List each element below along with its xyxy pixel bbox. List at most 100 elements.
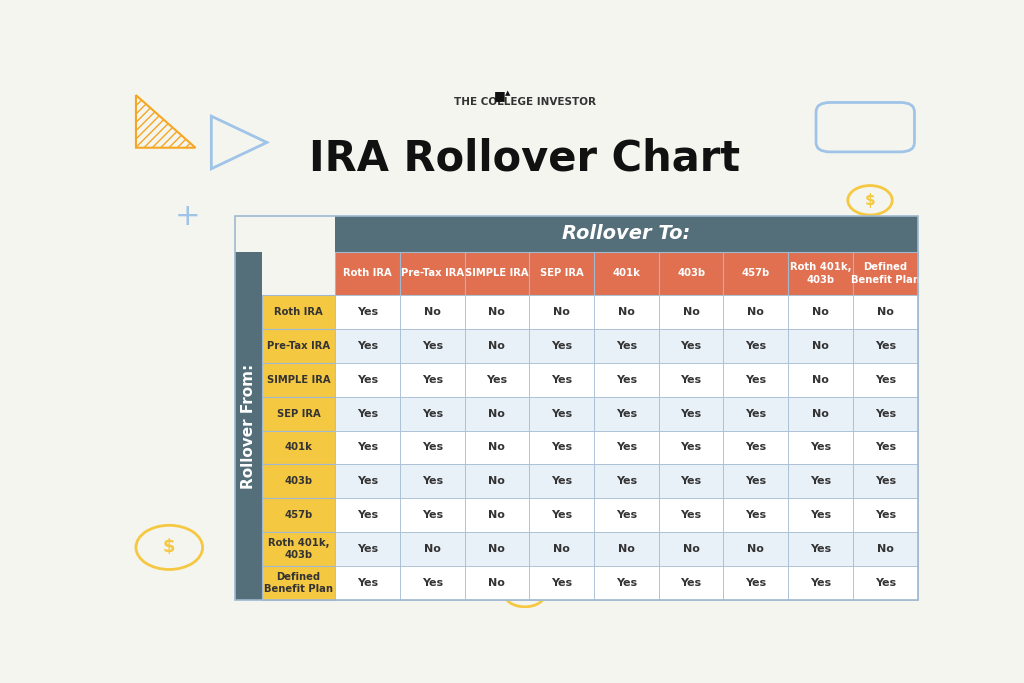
Text: No: No bbox=[812, 307, 829, 317]
Text: No: No bbox=[488, 443, 506, 452]
Bar bbox=[262, 430, 335, 464]
Bar bbox=[529, 295, 594, 329]
Text: No: No bbox=[812, 375, 829, 385]
Text: Yes: Yes bbox=[486, 375, 508, 385]
Bar bbox=[465, 363, 529, 397]
Bar bbox=[788, 295, 853, 329]
Text: No: No bbox=[488, 476, 506, 486]
Bar bbox=[465, 464, 529, 499]
Text: No: No bbox=[812, 341, 829, 351]
Text: Yes: Yes bbox=[874, 476, 896, 486]
Bar bbox=[594, 295, 658, 329]
Bar bbox=[788, 430, 853, 464]
Bar bbox=[788, 329, 853, 363]
Bar bbox=[658, 252, 724, 295]
Bar bbox=[465, 430, 529, 464]
Bar bbox=[594, 430, 658, 464]
Text: Yes: Yes bbox=[745, 341, 766, 351]
Text: Yes: Yes bbox=[810, 578, 831, 588]
Text: Yes: Yes bbox=[681, 578, 701, 588]
Bar bbox=[399, 252, 465, 295]
Text: Yes: Yes bbox=[874, 443, 896, 452]
Text: Yes: Yes bbox=[810, 544, 831, 554]
Text: Yes: Yes bbox=[422, 375, 442, 385]
Text: Yes: Yes bbox=[357, 443, 378, 452]
Bar bbox=[529, 566, 594, 600]
Bar bbox=[594, 499, 658, 532]
Text: Yes: Yes bbox=[357, 408, 378, 419]
Text: Yes: Yes bbox=[551, 408, 572, 419]
Text: Yes: Yes bbox=[422, 578, 442, 588]
Bar bbox=[399, 499, 465, 532]
Bar bbox=[529, 252, 594, 295]
Text: Yes: Yes bbox=[681, 408, 701, 419]
Text: Yes: Yes bbox=[745, 510, 766, 520]
Text: No: No bbox=[488, 544, 506, 554]
Text: Yes: Yes bbox=[357, 307, 378, 317]
Bar bbox=[262, 499, 335, 532]
Bar bbox=[594, 532, 658, 566]
Text: Yes: Yes bbox=[357, 544, 378, 554]
Text: Roth 401k,
403b: Roth 401k, 403b bbox=[268, 538, 330, 560]
Text: No: No bbox=[553, 544, 570, 554]
Text: Roth 401k,
403b: Roth 401k, 403b bbox=[790, 262, 851, 285]
Bar bbox=[724, 363, 788, 397]
Text: No: No bbox=[683, 307, 699, 317]
Text: Yes: Yes bbox=[745, 443, 766, 452]
Bar bbox=[788, 566, 853, 600]
Bar bbox=[335, 363, 399, 397]
Bar bbox=[724, 252, 788, 295]
Text: Yes: Yes bbox=[551, 510, 572, 520]
Text: Yes: Yes bbox=[357, 476, 378, 486]
Text: Yes: Yes bbox=[681, 341, 701, 351]
Bar bbox=[658, 499, 724, 532]
Bar bbox=[788, 397, 853, 430]
Bar bbox=[335, 532, 399, 566]
Text: Yes: Yes bbox=[422, 443, 442, 452]
Text: No: No bbox=[617, 544, 635, 554]
Bar bbox=[594, 363, 658, 397]
Bar bbox=[529, 464, 594, 499]
Bar bbox=[724, 430, 788, 464]
Text: Yes: Yes bbox=[615, 510, 637, 520]
Text: No: No bbox=[748, 307, 764, 317]
Text: No: No bbox=[683, 544, 699, 554]
Text: 403b: 403b bbox=[285, 476, 312, 486]
Bar bbox=[529, 499, 594, 532]
Bar bbox=[853, 464, 918, 499]
Bar bbox=[262, 464, 335, 499]
Bar bbox=[399, 363, 465, 397]
Bar bbox=[853, 397, 918, 430]
Bar bbox=[658, 464, 724, 499]
Text: Yes: Yes bbox=[810, 443, 831, 452]
Text: Yes: Yes bbox=[422, 341, 442, 351]
Text: No: No bbox=[617, 307, 635, 317]
Bar bbox=[853, 252, 918, 295]
Bar bbox=[465, 329, 529, 363]
Text: SEP IRA: SEP IRA bbox=[540, 268, 584, 279]
Text: Yes: Yes bbox=[551, 375, 572, 385]
Text: No: No bbox=[488, 510, 506, 520]
Text: Yes: Yes bbox=[615, 408, 637, 419]
Text: Roth IRA: Roth IRA bbox=[274, 307, 323, 317]
Text: ▲: ▲ bbox=[505, 91, 510, 96]
Bar bbox=[724, 532, 788, 566]
Bar bbox=[724, 566, 788, 600]
Text: Yes: Yes bbox=[745, 408, 766, 419]
Text: Yes: Yes bbox=[551, 578, 572, 588]
Bar bbox=[236, 216, 918, 600]
Text: +: + bbox=[175, 201, 201, 231]
Text: Yes: Yes bbox=[551, 443, 572, 452]
Text: Yes: Yes bbox=[681, 443, 701, 452]
Text: $: $ bbox=[163, 538, 175, 557]
Bar bbox=[465, 252, 529, 295]
Bar bbox=[335, 397, 399, 430]
Text: Defined
Benefit Plan: Defined Benefit Plan bbox=[264, 572, 333, 594]
Bar bbox=[594, 566, 658, 600]
Text: $: $ bbox=[864, 193, 876, 208]
Bar bbox=[399, 566, 465, 600]
Text: Roth IRA: Roth IRA bbox=[343, 268, 392, 279]
Text: Yes: Yes bbox=[551, 476, 572, 486]
Text: 403b: 403b bbox=[677, 268, 706, 279]
Bar bbox=[465, 499, 529, 532]
